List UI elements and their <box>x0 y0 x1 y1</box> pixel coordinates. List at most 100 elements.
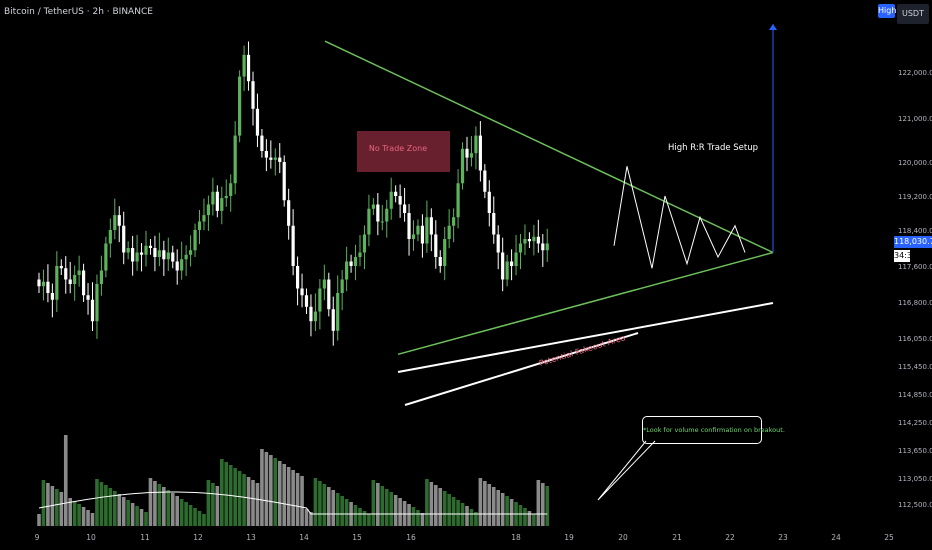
bull-candle <box>322 279 326 289</box>
volume-bar <box>55 489 59 526</box>
bar-countdown: 34:39 <box>894 250 918 262</box>
triangle-upper-line <box>324 40 774 254</box>
bear-candle <box>492 213 496 235</box>
time-tick-label: 13 <box>246 533 256 542</box>
bull-candle <box>166 252 170 260</box>
bull-candle <box>353 257 358 266</box>
volume-bar <box>474 512 478 526</box>
volume-bar <box>491 487 496 526</box>
no-trade-zone-label: No Trade Zone <box>369 144 427 153</box>
target-arrowhead <box>769 24 777 30</box>
price-axis: 122,000.00 121,000.00 120,000.00 119,200.00… <box>893 0 932 550</box>
volume-bar <box>358 508 362 526</box>
volume-bar <box>77 504 81 526</box>
volume-bar <box>95 479 99 526</box>
bear-candle <box>300 288 304 296</box>
bear-candle <box>46 281 50 293</box>
volume-bar <box>282 464 287 526</box>
bull-candle <box>55 266 59 300</box>
price-tick-label: 117,600.00 <box>898 263 932 271</box>
bull-candle <box>385 208 389 222</box>
volume-bar <box>170 493 175 526</box>
current-price-tag: 118,030.76 <box>894 236 932 248</box>
bull-candle <box>389 191 393 209</box>
bear-candle <box>117 215 121 226</box>
bear-candle <box>331 309 335 331</box>
bear-candle <box>420 225 425 244</box>
bear-candle <box>81 270 86 296</box>
time-tick-label: 21 <box>672 533 682 542</box>
volume-bar <box>393 495 398 526</box>
high-button[interactable]: High <box>878 4 896 18</box>
volume-bar <box>304 509 309 526</box>
time-tick-label: 20 <box>618 533 628 542</box>
time-tick-label: 11 <box>140 533 150 542</box>
volume-bar <box>362 511 367 526</box>
bull-candle <box>514 252 518 266</box>
bull-candle <box>144 245 148 255</box>
volume-bar <box>81 507 86 526</box>
bear-candle <box>251 81 255 109</box>
price-axis-bg <box>893 0 932 550</box>
bull-candle <box>447 225 451 239</box>
bull-candle <box>157 250 161 257</box>
volume-bar <box>63 435 68 526</box>
bull-candle <box>532 236 536 242</box>
no-trade-zone <box>357 131 450 172</box>
volume-bar <box>478 478 483 526</box>
bull-candle <box>371 204 375 209</box>
bear-candle <box>264 151 268 158</box>
time-tick-label: 18 <box>511 533 521 542</box>
volume-bar <box>509 499 514 526</box>
bear-candle <box>394 191 398 196</box>
volume-bar <box>135 506 139 526</box>
bear-candle <box>429 217 433 235</box>
volume-bar <box>211 483 215 526</box>
volume-bar <box>545 486 550 526</box>
volume-bar <box>246 477 251 526</box>
volume-bar <box>295 473 300 526</box>
bear-candle <box>64 268 68 280</box>
bull-candle <box>233 135 237 184</box>
bull-candle <box>452 217 456 226</box>
bear-candle <box>148 245 153 248</box>
bull-candle <box>313 311 318 322</box>
bull-candle <box>469 153 474 158</box>
volume-bar <box>237 471 242 526</box>
volume-bar <box>72 501 77 526</box>
bear-candle <box>536 236 540 244</box>
volume-bar <box>148 478 153 526</box>
volume-bar <box>224 462 229 526</box>
volume-bar <box>389 492 394 526</box>
volume-bar <box>536 480 541 526</box>
volume-bar <box>335 493 340 526</box>
volume-bar <box>179 499 184 526</box>
volume-bar <box>322 484 327 526</box>
bear-candle <box>398 196 402 205</box>
volume-bar <box>86 510 90 526</box>
volume-bar <box>264 452 269 526</box>
bull-candle <box>358 252 362 257</box>
volume-bar <box>353 505 358 526</box>
bull-candle <box>425 217 429 244</box>
volume-bar <box>344 499 349 526</box>
volume-bar <box>487 484 492 526</box>
time-tick-label: 14 <box>299 533 309 542</box>
time-tick-label: 9 <box>35 533 40 542</box>
price-tick-label: 116,800.00 <box>898 299 932 307</box>
currency-button[interactable]: USDT <box>897 4 929 24</box>
bull-candle <box>362 234 367 253</box>
price-tick-label: 116,050.00 <box>898 335 932 343</box>
bear-candle <box>434 234 438 257</box>
bull-candle <box>273 157 277 160</box>
volume-bar <box>376 483 380 526</box>
price-tick-label: 114,250.00 <box>898 419 932 427</box>
volume-bar <box>518 505 523 526</box>
volume-bar <box>269 455 273 526</box>
bull-candle <box>73 275 77 284</box>
volume-bar <box>184 502 188 526</box>
bear-candle <box>162 250 166 260</box>
bull-candle <box>104 243 108 271</box>
